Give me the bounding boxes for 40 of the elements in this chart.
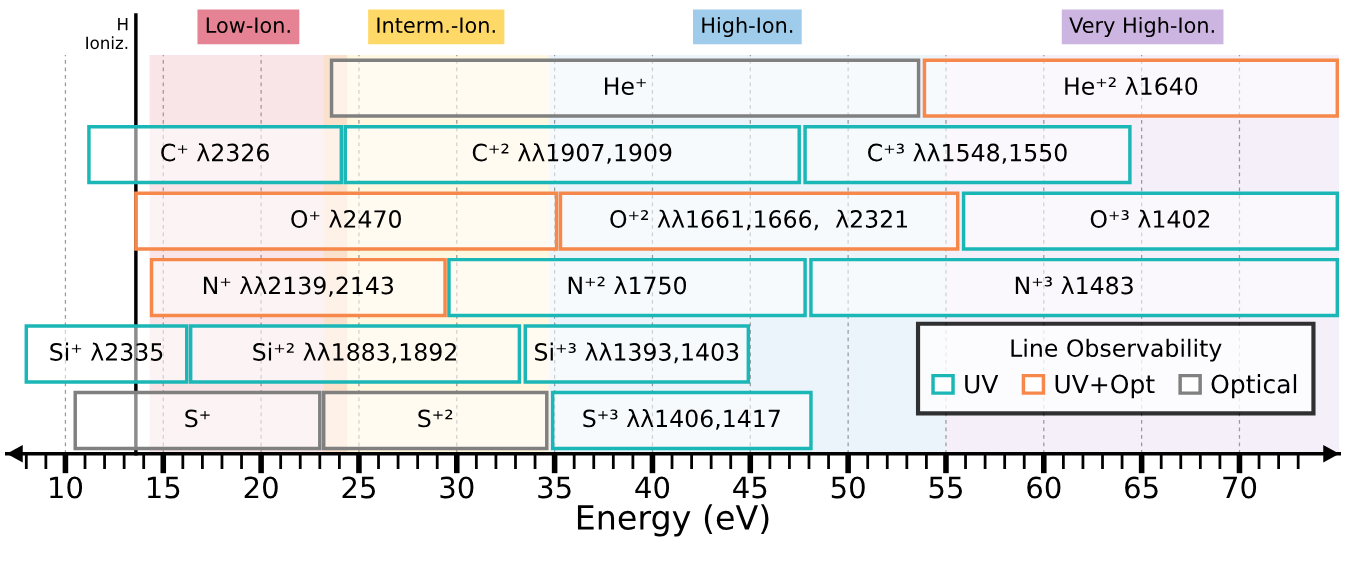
- x-tick-label: 20: [244, 476, 278, 499]
- data-label: C⁺² λλ1907,1909: [472, 143, 672, 164]
- data-label: C⁺ λ2326: [161, 143, 269, 162]
- ref-line-label: H Ioniz.: [86, 18, 128, 50]
- data-label: He⁺² λ1640: [1065, 76, 1198, 95]
- x-tick-label: 70: [1223, 476, 1257, 499]
- legend-label: UV+Opt: [1055, 374, 1155, 399]
- legend-label: UV: [965, 374, 999, 394]
- data-label: S⁺³ λλ1406,1417: [583, 409, 780, 430]
- data-label: Si⁺³ λλ1393,1403: [535, 342, 739, 364]
- x-axis-title: Energy (eV): [577, 504, 769, 537]
- data-label: Si⁺ λ2335: [50, 342, 163, 361]
- x-tick-label: 30: [440, 476, 474, 499]
- x-tick-label: 15: [147, 476, 180, 499]
- x-tick-label: 45: [733, 476, 767, 499]
- x-tick-label: 35: [538, 476, 571, 499]
- data-label: N⁺³ λ1483: [1015, 276, 1133, 295]
- data-label: O⁺ λ2470: [291, 209, 401, 228]
- x-tick-label: 50: [831, 476, 865, 499]
- band-label: Very High-Ion.: [1069, 16, 1214, 38]
- data-label: O⁺² λλ1661,1666, λ2321: [610, 209, 908, 231]
- x-tick-label: 55: [929, 476, 962, 499]
- band-label: High-Ion.: [702, 16, 793, 38]
- x-tick-label: 10: [50, 476, 83, 499]
- data-label: N⁺ λλ2139,2143: [203, 276, 394, 297]
- x-tick-label: 40: [635, 476, 670, 499]
- legend-label: Optical: [1211, 374, 1297, 399]
- data-label: N⁺² λ1750: [568, 276, 687, 295]
- legend-title: Line Observability: [1011, 338, 1222, 362]
- data-label: C⁺³ λλ1548,1550: [868, 143, 1067, 164]
- x-tick-label: 25: [342, 476, 375, 499]
- band-label: Interm.-Ion.: [377, 17, 495, 34]
- data-label: O⁺³ λ1402: [1090, 209, 1210, 228]
- data-label: Si⁺² λλ1883,1892: [253, 342, 456, 364]
- data-label: S⁺²: [418, 409, 453, 428]
- data-label: He⁺: [605, 77, 646, 95]
- data-label: S⁺: [185, 409, 210, 428]
- x-tick-label: 60: [1027, 476, 1061, 499]
- band-label: Low-Ion.: [206, 17, 290, 34]
- x-tick-label: 65: [1125, 476, 1158, 499]
